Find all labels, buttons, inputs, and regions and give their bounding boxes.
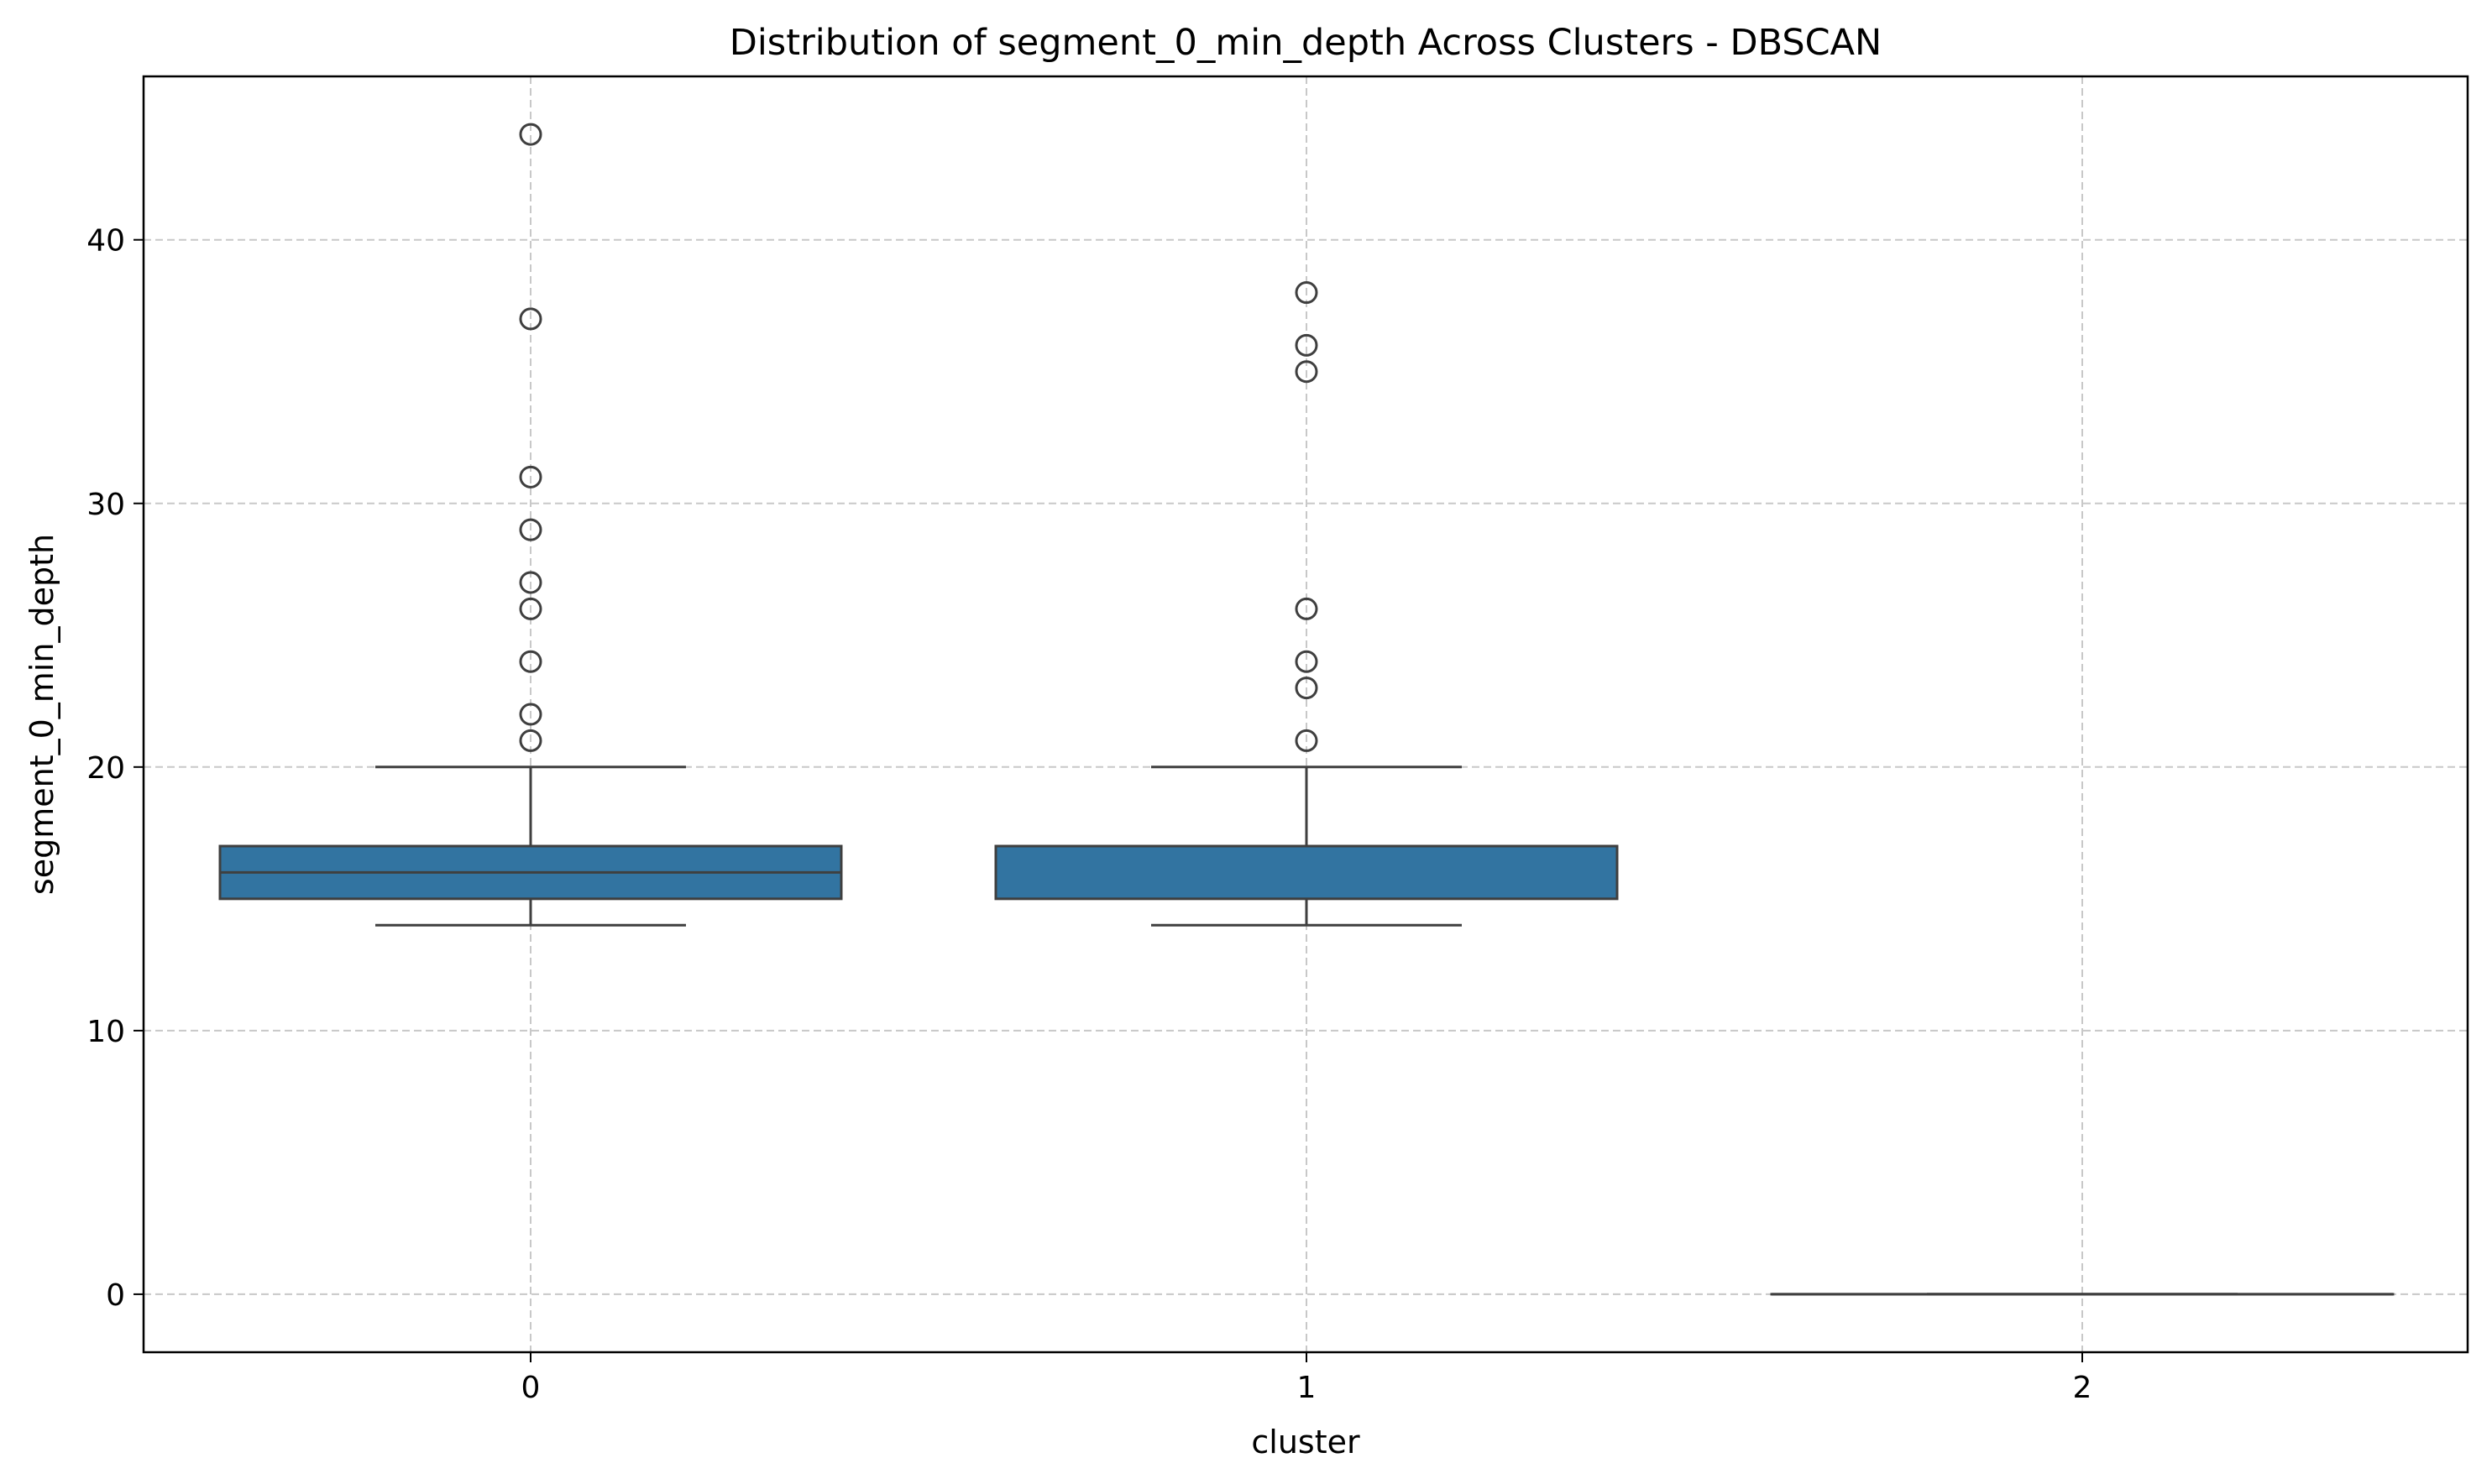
outlier-point <box>1295 333 1318 357</box>
grid-lines <box>144 76 2468 1352</box>
outlier-point <box>519 518 542 541</box>
outlier-point <box>519 571 542 594</box>
outlier-point <box>1295 597 1318 620</box>
outlier-point <box>1295 360 1318 384</box>
iqr-box <box>994 844 1619 901</box>
boxes <box>218 123 2395 1296</box>
y-tick-label: 30 <box>86 488 125 522</box>
x-tick-label: 1 <box>1297 1371 1317 1405</box>
x-tick-label: 2 <box>2073 1371 2092 1405</box>
y-tick-label: 20 <box>86 751 125 786</box>
outlier-point <box>519 123 542 146</box>
box-cluster-0 <box>218 123 843 927</box>
outlier-point <box>519 703 542 726</box>
y-tick-label: 0 <box>106 1278 125 1313</box>
box-cluster-1 <box>994 281 1619 927</box>
outlier-point <box>1295 729 1318 752</box>
outlier-point <box>519 597 542 620</box>
outlier-point <box>519 465 542 489</box>
y-tick-label: 10 <box>86 1015 125 1049</box>
y-tick-label: 40 <box>86 224 125 259</box>
outlier-point <box>1295 677 1318 700</box>
axis-ticks: 0 10 20 30 40 0 1 2 <box>86 224 2092 1405</box>
chart-title: Distribution of segment_0_min_depth Acro… <box>730 22 1882 64</box>
x-axis-label: cluster <box>1251 1424 1360 1460</box>
x-tick-label: 0 <box>521 1371 541 1405</box>
outlier-point <box>519 307 542 331</box>
outlier-point <box>519 650 542 673</box>
outlier-point <box>1295 650 1318 673</box>
y-axis-label: segment_0_min_depth <box>24 534 60 895</box>
outlier-point <box>1295 281 1318 305</box>
outlier-point <box>519 729 542 752</box>
